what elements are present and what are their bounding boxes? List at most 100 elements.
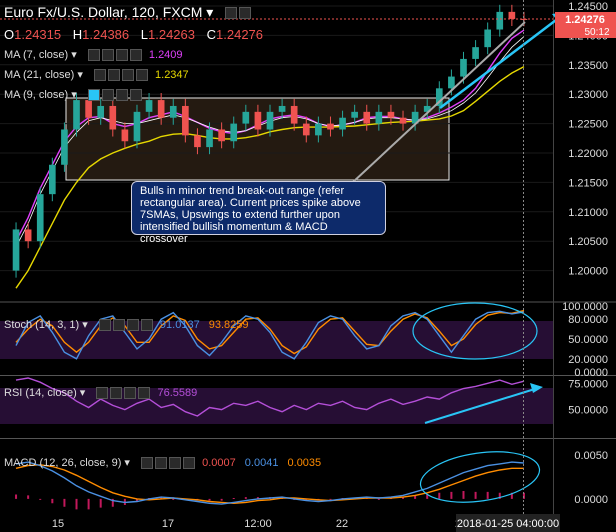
macd-settings-icon[interactable] (141, 457, 154, 470)
macd-histogram-bar (63, 498, 66, 507)
ma21-label[interactable]: MA (21, close) (4, 69, 75, 81)
ma7-close-icon[interactable] (129, 49, 142, 62)
rsi-line (15, 377, 525, 417)
macd-histogram-bar (402, 497, 405, 499)
macd-histogram-bar (87, 498, 90, 510)
candle-body (121, 129, 129, 142)
ohlc-high-key: H (72, 27, 83, 42)
ma21-hide-icon[interactable] (107, 69, 120, 82)
candle-body (85, 100, 92, 118)
trend-arrow-price (439, 13, 565, 109)
ma9-close-icon[interactable] (129, 89, 142, 102)
stoch-close-icon[interactable] (140, 319, 153, 332)
rsi-value: 76.5589 (157, 387, 198, 399)
analysis-callout-text: Bulls in minor trend break-out range (re… (140, 185, 361, 245)
macd-panel (0, 440, 553, 512)
price-tick-label: 1.21000 (568, 207, 608, 219)
ma7-hide-icon[interactable] (101, 49, 114, 62)
candle-body (375, 111, 383, 124)
macd-histogram-bar (450, 491, 453, 499)
stoch-hide-icon[interactable] (112, 319, 125, 332)
rsi-add-icon[interactable] (124, 387, 137, 400)
macd-tick-label: 0.0050 (574, 450, 608, 462)
macd-histogram-bar (256, 497, 259, 499)
ma9-settings-icon[interactable] (87, 89, 100, 102)
ma21-close-icon[interactable] (135, 69, 148, 82)
candle-body (12, 229, 20, 271)
ohlc-open-value: 1.24315 (14, 27, 62, 42)
analysis-callout[interactable]: Bulls in minor trend break-out range (re… (131, 181, 386, 245)
stoch-label[interactable]: Stoch (14, 3, 1) (4, 319, 80, 331)
price-tick-label: 1.22000 (568, 148, 608, 160)
candle-body (109, 105, 117, 130)
ma9-label[interactable]: MA (9, close) (4, 89, 69, 101)
macd-histogram-bar (135, 498, 138, 502)
candle-body (266, 111, 274, 130)
ma7-label[interactable]: MA (7, close) (4, 49, 69, 61)
ma7-value: 1.2409 (148, 49, 183, 61)
macd-tick-label: 0.0000 (574, 494, 608, 506)
macd-histogram-bar (438, 492, 441, 499)
stoch-settings-icon[interactable] (98, 319, 111, 332)
ma7-legend: MA (7, close) ▾ 1.2409 (4, 49, 183, 62)
macd-signal-value: 0.0035 (287, 457, 322, 469)
candle-body (97, 105, 105, 118)
macd-legend: MACD (12, 26, close, 9) ▾ 0.0007 0.0041 … (4, 457, 322, 470)
rsi-close-icon[interactable] (138, 387, 151, 400)
candle-body (36, 194, 44, 242)
breakout-pointer-line (351, 21, 526, 184)
price-tick-label: 1.20000 (568, 266, 608, 278)
ma7-add-icon[interactable] (115, 49, 128, 62)
macd-histogram-bar (474, 491, 477, 499)
price-tick-label: 1.22500 (568, 119, 608, 131)
macd-histogram-bar (15, 494, 18, 499)
candle-body (302, 123, 310, 136)
time-axis-label: 12:00 (244, 518, 272, 530)
candle-body (73, 100, 80, 130)
macd-histogram-bar (99, 498, 102, 508)
ma9-add-icon[interactable] (115, 89, 128, 102)
macd-histogram-bar (160, 497, 163, 499)
ma21-add-icon[interactable] (121, 69, 134, 82)
macd-histogram-bar (232, 498, 235, 499)
macd-histogram-bar (220, 498, 223, 501)
macd-histogram-bar (462, 491, 465, 499)
macd-value: 0.0041 (244, 457, 279, 469)
ohlc-close-key: C (206, 27, 217, 42)
hide-icon[interactable] (239, 7, 252, 20)
candle-body (327, 123, 334, 130)
ma7-settings-icon[interactable] (87, 49, 100, 62)
macd-histogram-bar (111, 498, 114, 507)
stoch-tick-label: 0.0000 (574, 367, 608, 379)
macd-close-icon[interactable] (183, 457, 196, 470)
settings-icon[interactable] (225, 7, 238, 20)
candle-body (520, 18, 528, 20)
candle-body (399, 117, 407, 124)
price-tag-countdown: 50:12 (584, 27, 609, 38)
cursor-date: 2018-01-25 04:00:00 (457, 518, 559, 530)
rsi-legend: RSI (14, close) ▾ 76.5589 (4, 387, 198, 400)
macd-histogram-bar (51, 498, 54, 504)
candle-body (24, 229, 32, 242)
macd-histogram-bar (329, 498, 332, 500)
candle-body (484, 29, 491, 48)
candle-body (315, 123, 322, 136)
rsi-settings-icon[interactable] (96, 387, 109, 400)
rsi-hide-icon[interactable] (110, 387, 123, 400)
ma9-hide-icon[interactable] (101, 89, 114, 102)
rsi-label[interactable]: RSI (14, close) (4, 387, 77, 399)
ohlc-open-key: O (4, 27, 15, 42)
macd-label[interactable]: MACD (12, 26, close, 9) (4, 457, 122, 469)
symbol-dropdown-icon[interactable]: ▾ (206, 4, 214, 20)
symbol-title[interactable]: Euro Fx/U.S. Dollar, 120, FXCM (4, 4, 203, 20)
candle-body (363, 111, 371, 124)
stoch-add-icon[interactable] (126, 319, 139, 332)
candle-body (145, 100, 153, 112)
stoch-tick-label: 100.0000 (562, 301, 608, 313)
stoch-k-value: 91.0137 (159, 319, 200, 331)
ma21-settings-icon[interactable] (93, 69, 106, 82)
macd-hide-icon[interactable] (155, 457, 168, 470)
macd-add-icon[interactable] (169, 457, 182, 470)
candle-body (387, 111, 395, 118)
